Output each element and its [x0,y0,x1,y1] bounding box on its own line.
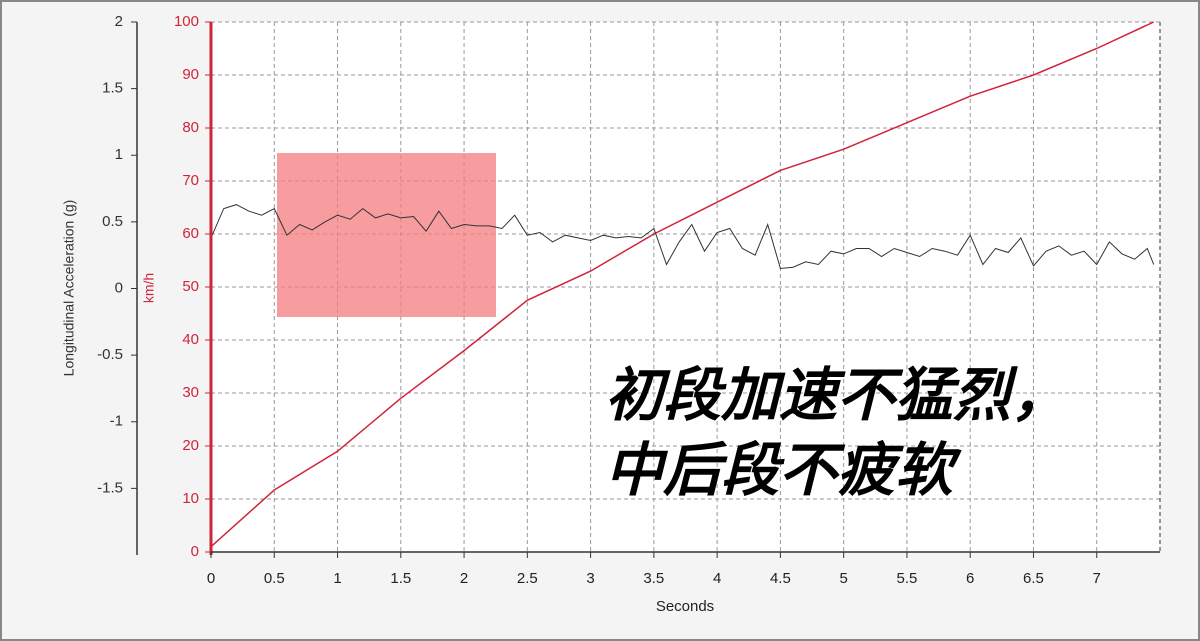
y-tick-label: 100 [174,13,199,30]
x-tick-label: 5 [839,570,847,587]
x-tick-label: 3.5 [643,570,664,587]
y-tick-label: 90 [182,66,199,83]
y2-tick-label: -1.5 [97,479,123,496]
x-tick-label: 4.5 [770,570,791,587]
marks [210,21,1155,548]
y2-tick-label: -1 [110,413,123,430]
x-tick-label: 1 [333,570,341,587]
y-tick-label: 10 [182,490,199,507]
x-tick-label: 6 [966,570,974,587]
y2-tick-label: 0 [115,279,123,296]
y-tick-label: 30 [182,384,199,401]
y2-tick-label: 2 [115,13,123,30]
y2-tick-label: 0.5 [102,213,123,230]
y-tick-label: 70 [182,172,199,189]
series-line [210,204,1155,270]
x-tick-label: 6.5 [1023,570,1044,587]
x-tick-label: 3 [586,570,594,587]
y-tick-label: 60 [182,225,199,242]
grid [210,21,1160,553]
y-tick-label: 20 [182,437,199,454]
x-tick-label: 2 [460,570,468,587]
y-tick-label: 40 [182,331,199,348]
x-axis-label: Seconds [656,598,714,615]
y-axis-label: km/h [141,273,157,303]
y-tick-label: 50 [182,278,199,295]
y2-tick-label: -0.5 [97,346,123,363]
annotation: 初段加速不猛烈， [605,361,1069,429]
x-tick-label: 0 [207,570,215,587]
x-tick-label: 5.5 [897,570,918,587]
x-tick-label: 2.5 [517,570,538,587]
highlight-box [277,153,496,317]
x-tick-label: 4 [713,570,721,587]
y2-tick-label: 1 [115,146,123,163]
series-line [210,21,1155,548]
y2-axis-label: Longitudinal Acceleration (g) [61,200,77,377]
y-tick-label: 0 [191,543,199,560]
x-tick-label: 0.5 [264,570,285,587]
y2-tick-label: 1.5 [102,80,123,97]
x-tick-label: 7 [1093,570,1101,587]
x-tick-label: 1.5 [390,570,411,587]
annotation: 中后段不疲软 [605,436,962,504]
y-tick-label: 80 [182,119,199,136]
